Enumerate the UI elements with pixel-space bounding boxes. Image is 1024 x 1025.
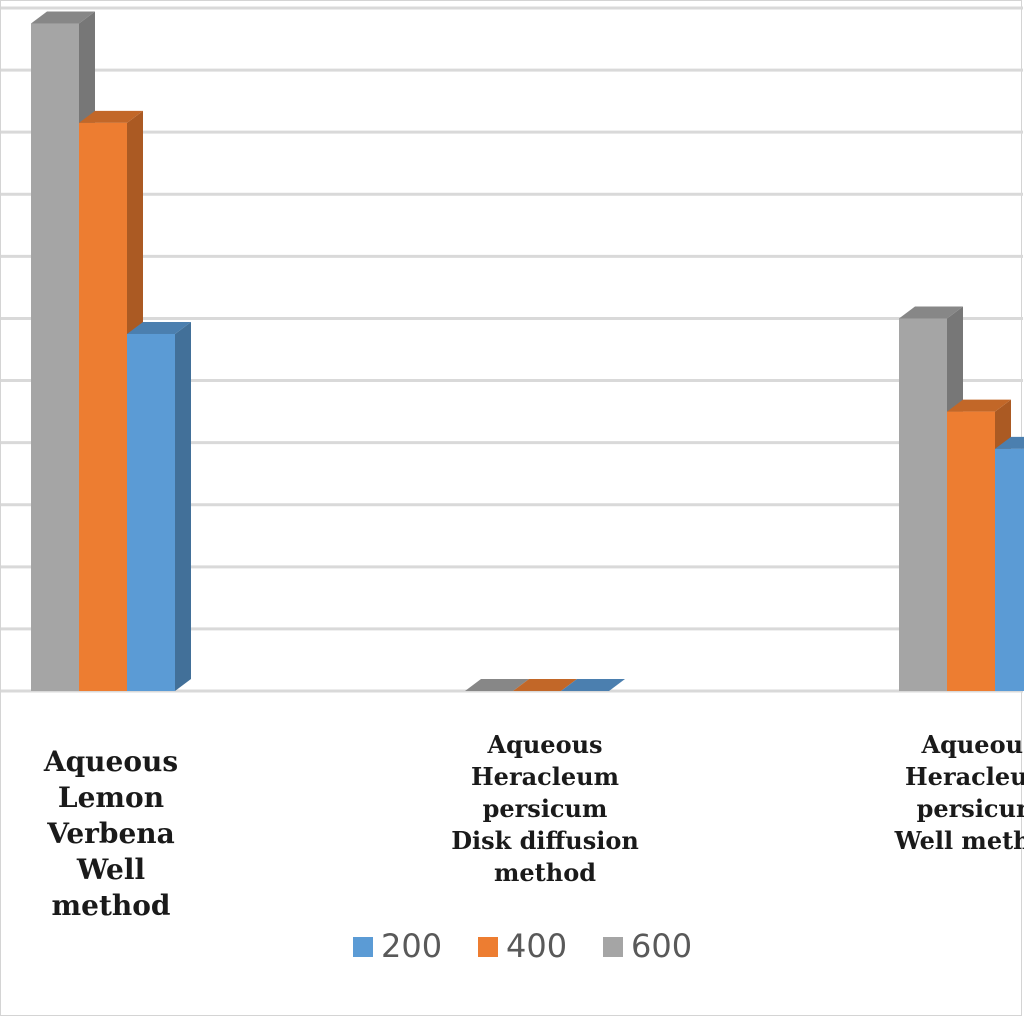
legend-item-600: 600 [603, 927, 692, 965]
legend-label: 200 [381, 927, 442, 965]
legend-swatch [478, 937, 498, 957]
legend-label: 400 [506, 927, 567, 965]
bar-400-1 [513, 679, 577, 691]
bar-200-0 [127, 321, 191, 691]
legend-swatch [353, 937, 373, 957]
bar-200-1 [561, 679, 625, 691]
bar-600-1 [465, 679, 529, 691]
bar-200-2 [995, 436, 1024, 691]
bars [31, 11, 1024, 692]
legend-item-400: 400 [478, 927, 567, 965]
legend-swatch [603, 937, 623, 957]
category-label-1: Aqueous Heracleum persicum Disk diffusion me… [451, 730, 639, 887]
category-label-2: AqueousHeracleumpersicumWell method [894, 730, 1024, 855]
legend: 200 400 600 [353, 927, 692, 965]
legend-label: 600 [631, 927, 692, 965]
category-labels: Aqueous Lemon Verbena Well method Aqueous Hera… [43, 730, 1024, 922]
category-label-0: Aqueous Lemon Verbena Well method [43, 745, 178, 922]
legend-item-200: 200 [353, 927, 442, 965]
